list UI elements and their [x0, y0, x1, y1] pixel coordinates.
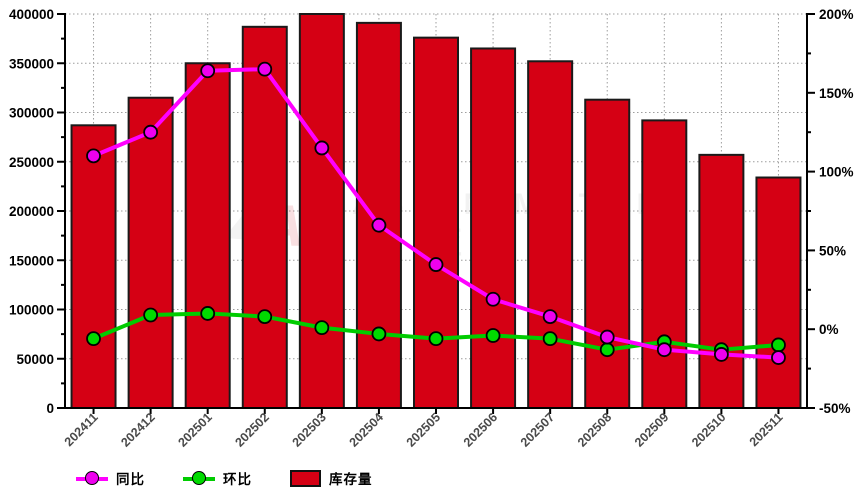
y-left-tick-label: 100000	[9, 303, 54, 318]
yoy-marker-202509[interactable]	[656, 342, 672, 358]
y-left-tick-label: 150000	[9, 253, 54, 268]
mom-series	[86, 306, 786, 358]
bar-202509[interactable]	[641, 119, 688, 409]
mom-marker-202506[interactable]	[485, 328, 501, 343]
bar-202502[interactable]	[241, 25, 288, 410]
mom-marker-202502[interactable]	[257, 309, 273, 324]
legend-item-inventory[interactable]: 库存量	[290, 468, 373, 488]
bar-202411[interactable]	[70, 124, 117, 410]
x-tick-label: 202509	[632, 410, 671, 449]
mom-marker-202412[interactable]	[143, 307, 159, 323]
x-tick-label: 202506	[461, 410, 500, 449]
x-tick-label: 202510	[689, 410, 728, 449]
yoy-marker-202503[interactable]	[314, 140, 330, 156]
y-left-tick-label: 400000	[9, 7, 54, 22]
x-tick-label: 202511	[747, 410, 786, 449]
mom-marker-202507[interactable]	[542, 331, 558, 347]
yoy-marker-202505[interactable]	[428, 257, 444, 272]
bar-202505[interactable]	[413, 36, 459, 409]
mom-marker-202501[interactable]	[200, 306, 216, 321]
mom-marker-202511[interactable]	[771, 337, 786, 353]
y-left-tick-label: 0	[46, 401, 54, 416]
legend-label-mom: 环比	[223, 472, 252, 487]
x-tick-label: 202503	[290, 410, 329, 449]
yoy-marker-202501[interactable]	[200, 63, 216, 79]
y-right-tick-label: 150%	[819, 86, 854, 101]
mom-marker-202503[interactable]	[314, 320, 330, 336]
bar-202503[interactable]	[298, 13, 345, 409]
y-left-tick-label: 50000	[16, 352, 54, 367]
yoy-marker-202504[interactable]	[371, 217, 387, 233]
legend-label-yoy: 同比	[116, 472, 145, 487]
mom-marker-202504[interactable]	[371, 326, 387, 342]
x-tick-label: 202508	[575, 410, 614, 449]
bar-202506[interactable]	[470, 47, 517, 409]
yoy-marker-202507[interactable]	[542, 309, 558, 324]
yoy-series	[86, 61, 786, 365]
yoy-line-swatch-icon	[76, 470, 108, 486]
chart-legend: 同比 环比 库存量	[76, 468, 373, 488]
mom-marker-202508[interactable]	[599, 342, 615, 358]
y-left-tick-label: 300000	[9, 106, 54, 121]
bar-202508[interactable]	[584, 98, 631, 409]
mom-marker-202411[interactable]	[86, 331, 101, 347]
yoy-marker-202412[interactable]	[143, 124, 159, 140]
y-left-tick-label: 350000	[9, 56, 54, 71]
y-right-tick-label: 50%	[819, 243, 846, 258]
yoy-marker-202411[interactable]	[86, 148, 101, 164]
tick-marks	[57, 13, 815, 414]
bar-202412[interactable]	[127, 96, 174, 409]
yoy-marker-202510[interactable]	[713, 347, 729, 362]
chart-canvas: AASIAN METAL亚洲金属网05000010000015000020000…	[9, 7, 854, 450]
legend-item-mom[interactable]: 环比	[183, 468, 252, 488]
legend-item-yoy[interactable]: 同比	[76, 468, 145, 488]
x-tick-label: 202411	[62, 410, 101, 449]
inventory-bar-swatch-icon	[290, 469, 321, 487]
y-right-tick-label: 0%	[819, 322, 839, 337]
x-tick-label: 202504	[347, 410, 386, 449]
legend-label-inventory: 库存量	[329, 472, 373, 487]
mom-marker-202505[interactable]	[428, 331, 444, 347]
yoy-marker-202502[interactable]	[257, 61, 273, 77]
x-tick-label: 202412	[118, 410, 157, 449]
mom-line-swatch-icon	[183, 470, 215, 486]
yoy-marker-202508[interactable]	[599, 329, 615, 345]
x-tick-label: 202507	[518, 410, 557, 449]
y-left-tick-label: 200000	[9, 204, 54, 219]
y-right-tick-label: 200%	[819, 7, 854, 22]
y-right-tick-label: -50%	[819, 401, 851, 416]
x-tick-label: 202505	[404, 410, 443, 449]
inventory-bars	[70, 13, 802, 410]
y-left-tick-label: 250000	[9, 155, 54, 170]
bar-202507[interactable]	[527, 60, 574, 409]
bar-202510[interactable]	[698, 153, 745, 409]
yoy-marker-202506[interactable]	[485, 291, 501, 307]
x-tick-label: 202502	[232, 410, 271, 449]
yoy-marker-202511[interactable]	[771, 350, 786, 365]
bar-202504[interactable]	[355, 21, 402, 410]
bar-202501[interactable]	[184, 62, 231, 409]
bar-202511[interactable]	[755, 176, 802, 409]
y-right-tick-label: 100%	[819, 165, 854, 180]
x-tick-label: 202501	[175, 410, 214, 449]
